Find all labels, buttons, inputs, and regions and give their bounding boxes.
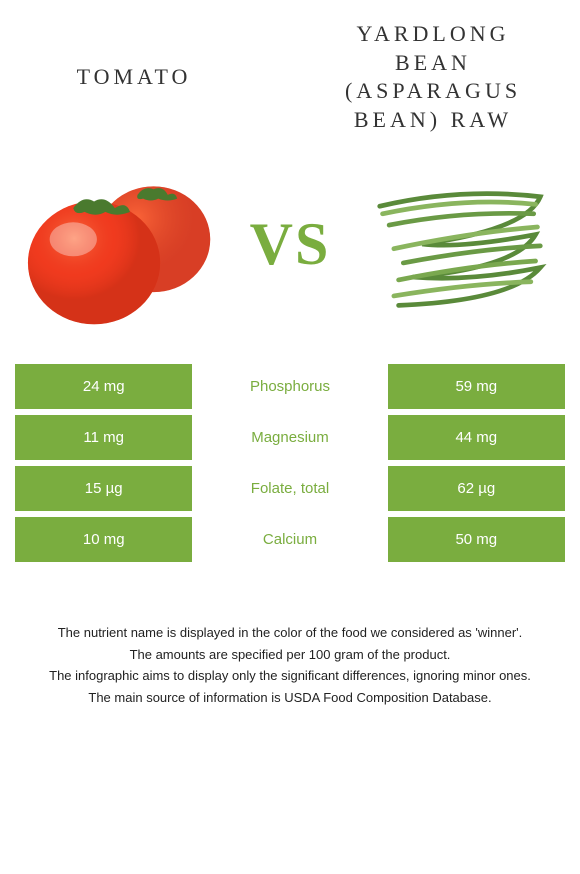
nutrient-row: 24 mgPhosphorus59 mg — [15, 364, 565, 409]
nutrient-name: Magnesium — [192, 415, 387, 460]
nutrient-value-right: 59 mg — [388, 364, 565, 409]
nutrient-value-left: 15 µg — [15, 466, 192, 511]
tomato-image — [20, 154, 220, 334]
nutrient-name: Phosphorus — [192, 364, 387, 409]
food-title-right: YARDLONG BEAN (ASPARAGUS BEAN) RAW — [316, 20, 550, 134]
footnote-line: The nutrient name is displayed in the co… — [20, 623, 560, 643]
nutrient-value-left: 10 mg — [15, 517, 192, 562]
nutrient-table: 24 mgPhosphorus59 mg11 mgMagnesium44 mg1… — [0, 364, 580, 568]
nutrient-value-left: 11 mg — [15, 415, 192, 460]
footnote-line: The main source of information is USDA F… — [20, 688, 560, 708]
nutrient-value-right: 44 mg — [388, 415, 565, 460]
nutrient-value-left: 24 mg — [15, 364, 192, 409]
nutrient-name: Folate, total — [192, 466, 387, 511]
nutrient-name: Calcium — [192, 517, 387, 562]
nutrient-row: 15 µgFolate, total62 µg — [15, 466, 565, 511]
bean-image — [360, 154, 560, 334]
food-title-left: TOMATO — [30, 63, 238, 92]
footnote-line: The infographic aims to display only the… — [20, 666, 560, 686]
footnotes: The nutrient name is displayed in the co… — [0, 623, 580, 709]
vs-label: VS — [250, 210, 331, 279]
nutrient-value-right: 62 µg — [388, 466, 565, 511]
nutrient-row: 10 mgCalcium50 mg — [15, 517, 565, 562]
nutrient-value-right: 50 mg — [388, 517, 565, 562]
nutrient-row: 11 mgMagnesium44 mg — [15, 415, 565, 460]
footnote-line: The amounts are specified per 100 gram o… — [20, 645, 560, 665]
